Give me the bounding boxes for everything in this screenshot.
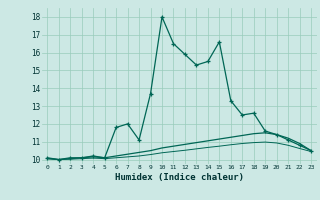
X-axis label: Humidex (Indice chaleur): Humidex (Indice chaleur) [115,173,244,182]
